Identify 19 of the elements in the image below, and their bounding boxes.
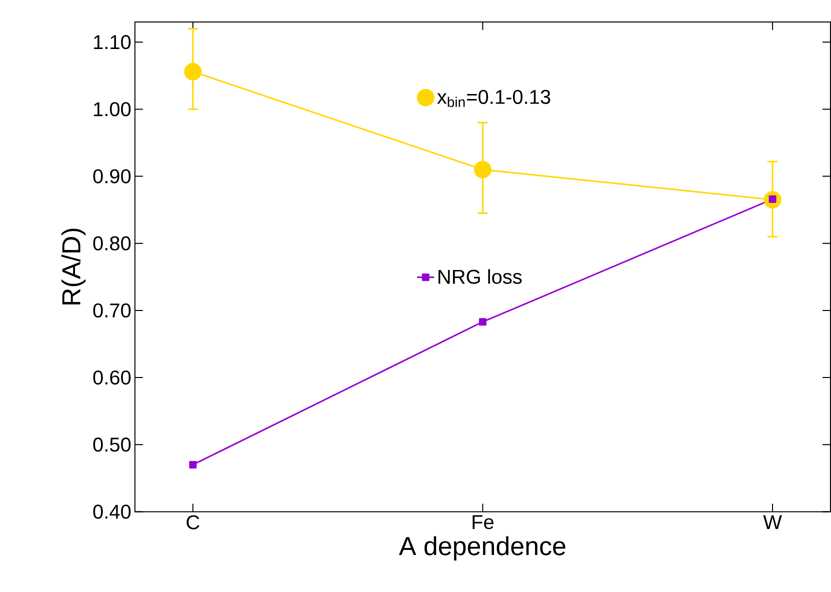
y-tick-label: 0.60 (93, 370, 131, 385)
x-tick-label: Fe (472, 515, 494, 530)
x-axis-title: A dependence (398, 536, 566, 561)
point (184, 63, 202, 81)
point (478, 318, 486, 326)
y-tick-label: 0.80 (93, 236, 131, 251)
y-tick-label: 0.90 (93, 169, 131, 184)
x-tick-label: W (763, 515, 782, 530)
legend-label: NRG loss (438, 269, 522, 284)
y-tick-label: 1.00 (94, 102, 131, 116)
y-axis-title: R(A/D) (61, 228, 86, 305)
y-tick-label: 1.10 (94, 35, 131, 50)
point (189, 461, 197, 469)
y-tick-label: 0.70 (93, 304, 131, 318)
y-tick-label: 0.50 (93, 438, 131, 452)
x-tick-label: C (186, 515, 200, 530)
point (474, 161, 492, 178)
y-tick-label: 0.40 (93, 504, 131, 519)
legend-label: x$_{bin}$=0.1-0.13 (437, 90, 550, 108)
